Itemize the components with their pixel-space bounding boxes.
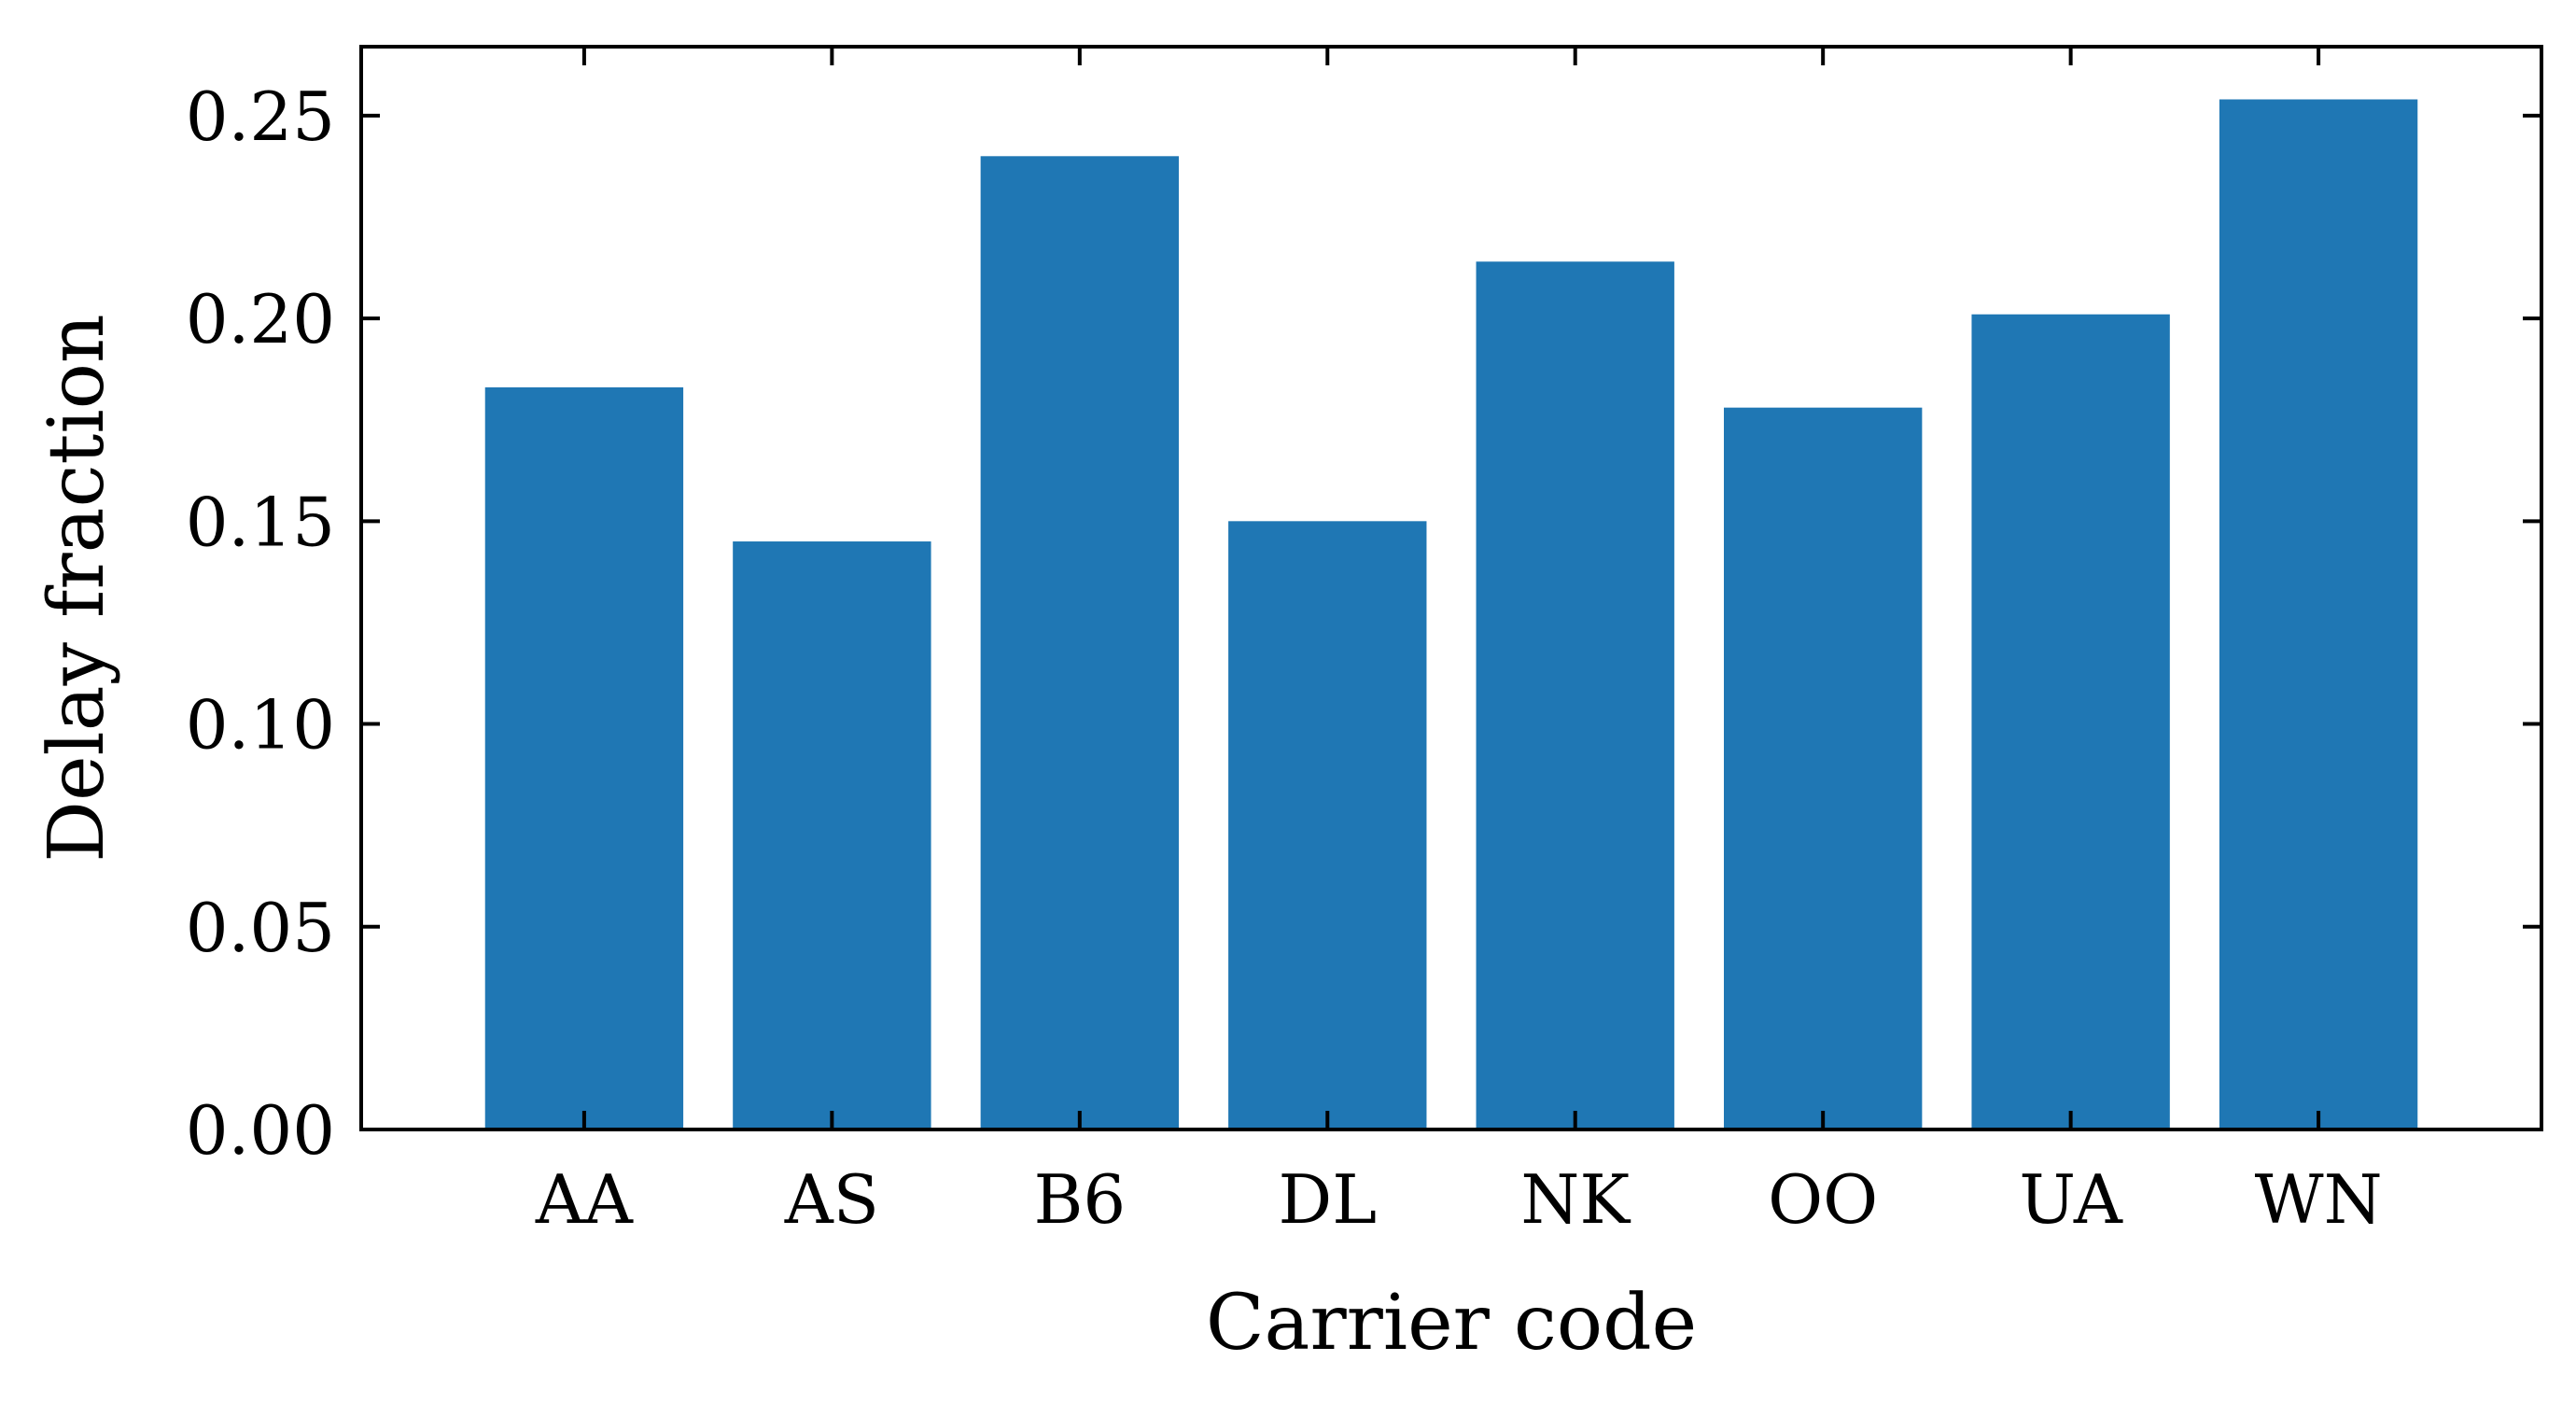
x-axis-label: Carrier code [1206,1279,1697,1368]
bar-as [733,541,931,1129]
bar-wn [2219,99,2418,1130]
bar-aa [484,386,684,1129]
bar-oo [1724,407,1923,1130]
y-tick-label: 0.10 [186,686,335,765]
y-tick-label: 0.20 [186,280,335,358]
y-tick-label: 0.05 [186,889,335,967]
x-tick-label: UA [2019,1160,2122,1239]
x-tick-label: DL [1278,1160,1377,1239]
bar-dl [1228,521,1427,1129]
y-axis-label: Delay fraction [33,314,121,863]
y-tick-label: 0.15 [186,483,335,561]
ticks-layer: AA AS B6 DL NK OO UA WN 0.00 0.05 0.10 0.15 0.20 0.25 [186,47,2541,1239]
plot-frame [359,45,2543,1131]
x-tick-label: AA [535,1160,634,1239]
bars-layer [484,99,2418,1130]
y-tick-label: 0.00 [186,1091,335,1170]
bar-ua [1971,314,2170,1129]
bar-b6 [980,156,1179,1130]
x-tick-label: WN [2255,1160,2383,1239]
x-tick-label: NK [1520,1160,1631,1239]
bar-nk [1476,261,1674,1129]
y-tick-label: 0.25 [186,77,335,156]
x-tick-label: OO [1768,1160,1878,1239]
x-tick-label: B6 [1033,1160,1126,1239]
x-tick-label: AS [784,1160,879,1239]
